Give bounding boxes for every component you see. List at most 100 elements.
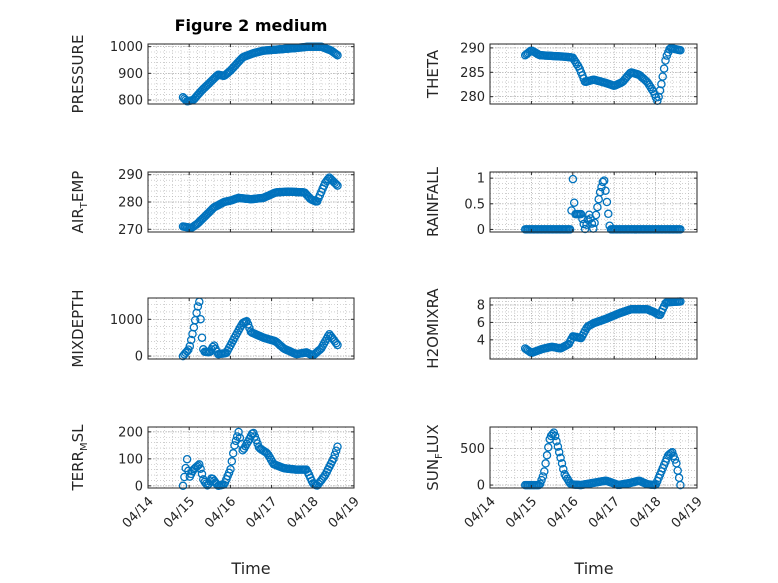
data-point <box>196 464 205 473</box>
data-point <box>234 427 243 437</box>
data-point <box>182 454 192 464</box>
axes-box <box>147 426 355 489</box>
data-point <box>593 202 602 212</box>
data-point <box>262 448 272 458</box>
data-point <box>578 214 587 224</box>
y-tick-label: 0 <box>135 350 143 365</box>
y-tick-label: 270 <box>118 223 143 238</box>
axes-box <box>489 171 698 233</box>
y-tick-label: 1000 <box>110 313 143 328</box>
data-point <box>329 454 338 463</box>
data-point <box>591 210 601 220</box>
data-point <box>185 341 195 351</box>
y-tick-label: 500 <box>460 442 485 457</box>
subplot-mixdepth: 0 1000 MIXDEPTH <box>69 289 355 368</box>
y-tick-label: 290 <box>460 41 485 56</box>
data-point <box>333 442 342 451</box>
data-point <box>590 218 599 228</box>
y-tick-label: 280 <box>118 196 143 211</box>
y-tick-label: 4 <box>477 333 485 348</box>
data-point <box>186 335 196 345</box>
data-point <box>565 225 575 234</box>
data-point <box>535 479 545 489</box>
data-point <box>670 455 680 464</box>
data-point <box>333 340 342 350</box>
data-point <box>314 346 323 356</box>
data-point <box>331 446 341 455</box>
data-point <box>540 467 549 476</box>
y-tick-label: 900 <box>118 67 143 82</box>
data-point <box>598 177 608 187</box>
data-point <box>553 442 563 451</box>
y-axis-label: THETA <box>424 49 442 99</box>
axes-box <box>489 426 698 489</box>
y-tick-label: 285 <box>460 66 485 81</box>
subplot-rainfall: 0 0.5 1 RAINFALL <box>424 166 698 238</box>
y-tick-label: 0 <box>135 479 143 494</box>
data-point <box>330 450 340 459</box>
data-point <box>676 46 685 55</box>
data-point <box>333 181 342 190</box>
data-point <box>582 220 591 230</box>
y-tick-label: 200 <box>118 425 143 440</box>
data-point <box>599 176 609 185</box>
subplot-air: 270 280 290 AIRTEMP <box>69 168 355 238</box>
y-tick-label: 1000 <box>110 40 143 55</box>
subplot-theta: 280 285 290 THETA <box>424 41 698 105</box>
data-point <box>319 472 329 481</box>
data-point <box>640 75 650 85</box>
axes-box <box>147 297 355 360</box>
x-axis-label-left: Time <box>230 559 270 578</box>
y-tick-label: 0 <box>477 479 485 494</box>
data-point <box>561 472 571 481</box>
data-point <box>333 50 342 60</box>
data-point <box>576 209 586 219</box>
axes-box <box>489 43 698 105</box>
y-axis-label: AIRTEMP <box>69 171 90 234</box>
y-axis-label: MIXDEPTH <box>69 289 87 367</box>
data-point <box>192 462 201 472</box>
data-point <box>203 481 212 490</box>
data-point <box>568 174 578 184</box>
axes-box <box>489 297 698 360</box>
data-point <box>235 433 245 443</box>
y-tick-label: 6 <box>477 316 485 331</box>
data-point <box>331 49 341 59</box>
y-tick-label: 1 <box>477 172 485 187</box>
data-point <box>544 443 553 452</box>
data-point <box>331 338 341 348</box>
data-point <box>556 453 565 463</box>
data-point <box>601 186 610 195</box>
y-tick-label: 0.5 <box>464 197 485 212</box>
y-tick-label: 100 <box>118 452 143 467</box>
data-point <box>181 463 190 473</box>
data-point <box>602 197 612 207</box>
data-point <box>197 469 207 479</box>
y-tick-label: 800 <box>118 94 143 109</box>
data-point <box>195 460 204 469</box>
data-point <box>659 64 669 73</box>
data-point <box>550 431 560 441</box>
data-point <box>552 437 561 446</box>
y-tick-label: 0 <box>477 223 485 238</box>
x-axis-label-right: Time <box>573 559 613 578</box>
data-point <box>644 80 654 90</box>
figure-title: Figure 2 medium <box>175 16 328 35</box>
data-point <box>261 448 270 457</box>
data-point <box>538 472 548 481</box>
data-point <box>196 314 205 324</box>
data-point <box>226 465 235 474</box>
data-point <box>658 72 667 81</box>
data-point <box>676 480 685 490</box>
data-point <box>668 448 677 457</box>
y-axis-label: PRESSURE <box>69 35 87 114</box>
data-point <box>197 333 207 342</box>
y-tick-label: 280 <box>460 90 485 105</box>
plot-area <box>490 172 697 232</box>
data-point <box>180 472 189 482</box>
y-axis-label: TERRMSL <box>69 424 90 492</box>
data-point <box>676 225 685 234</box>
data-point <box>228 449 238 458</box>
data-point <box>554 447 564 457</box>
